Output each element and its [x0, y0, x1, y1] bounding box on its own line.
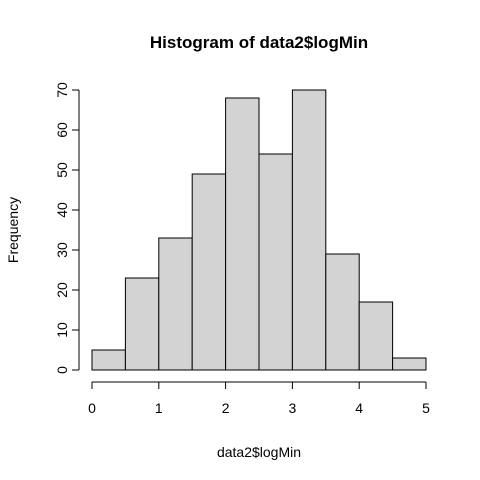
y-tick-label: 50 — [54, 162, 70, 178]
x-tick-label: 1 — [155, 400, 163, 416]
y-tick-label: 0 — [54, 366, 70, 374]
x-tick-label: 5 — [422, 400, 430, 416]
histogram-bar — [258, 153, 293, 371]
histogram-bar — [392, 357, 427, 371]
x-tick-label: 0 — [88, 400, 96, 416]
histogram-bar — [91, 349, 126, 371]
y-tick-label: 20 — [54, 282, 70, 298]
histogram-bar — [124, 277, 160, 371]
histogram-bar — [158, 237, 193, 371]
y-axis: 0 10 20 30 40 50 60 70 — [54, 82, 80, 374]
histogram-bar — [358, 301, 394, 371]
y-tick-label: 70 — [54, 82, 70, 98]
y-axis-label: Frequency — [5, 197, 21, 263]
y-tick-label: 10 — [54, 322, 70, 338]
x-tick-label: 2 — [222, 400, 230, 416]
histogram-bar — [325, 253, 360, 371]
histogram-bar — [191, 173, 227, 371]
y-tick-label: 60 — [54, 122, 70, 138]
histogram-bar — [291, 89, 327, 371]
chart-title: Histogram of data2$logMin — [150, 33, 368, 52]
bars-group — [91, 89, 427, 371]
y-tick-label: 30 — [54, 242, 70, 258]
x-axis-label: data2$logMin — [217, 444, 301, 460]
x-tick-label: 3 — [289, 400, 297, 416]
y-tick-label: 40 — [54, 202, 70, 218]
x-tick-label: 4 — [355, 400, 363, 416]
x-axis: 0 1 2 3 4 5 — [88, 381, 430, 416]
histogram-bar — [225, 97, 260, 371]
